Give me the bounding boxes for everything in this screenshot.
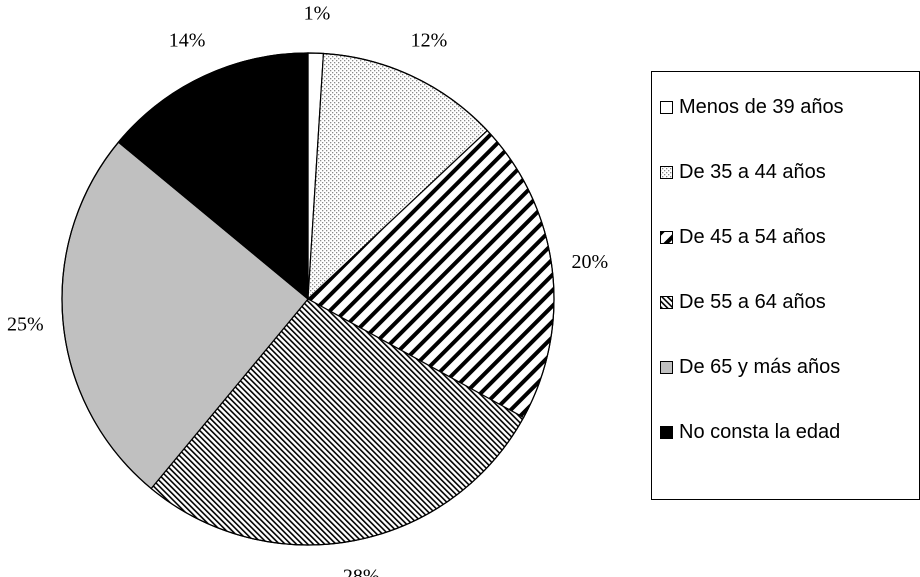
legend-swatch-de-65-y-mas-anos	[660, 360, 673, 374]
pie-outline	[61, 52, 555, 546]
legend-item-de-65-y-mas-anos: De 65 y más años	[660, 355, 840, 379]
legend-item-de-35-a-44-anos: De 35 a 44 años	[660, 160, 826, 184]
legend-swatch-de-45-a-54-anos	[660, 230, 673, 244]
legend-item-menos-de-39-anos: Menos de 39 años	[660, 95, 844, 119]
pie-value-label-de-45-a-54-anos: 20%	[571, 251, 608, 273]
legend-item-de-45-a-54-anos: De 45 a 54 años	[660, 225, 826, 249]
pie-value-labels: 1% 12% 20% 28% 25% 14%	[7, 3, 608, 577]
legend-swatch-de-35-a-44-anos	[660, 165, 673, 179]
legend-item-de-55-a-64-anos: De 55 a 64 años	[660, 290, 826, 314]
pie-value-label-menos-de-39-anos: 1%	[304, 3, 331, 25]
legend-label: No consta la edad	[679, 420, 841, 443]
legend: Menos de 39 años De 35 a 44 años De 45 a 5…	[651, 71, 920, 500]
legend-label: Menos de 39 años	[679, 95, 844, 118]
pie-value-label-de-55-a-64-anos: 28%	[343, 566, 380, 577]
legend-label: De 55 a 64 años	[679, 290, 826, 313]
legend-swatch-menos-de-39-anos	[660, 100, 673, 114]
legend-swatch-de-55-a-64-anos	[660, 295, 673, 309]
pie-value-label-de-65-y-mas-anos: 25%	[7, 313, 44, 335]
legend-label: De 45 a 54 años	[679, 225, 826, 248]
legend-label: De 35 a 44 años	[679, 160, 826, 183]
pie-value-label-no-consta-la-edad: 14%	[169, 30, 206, 52]
pie-slices	[61, 52, 555, 546]
legend-label: De 65 y más años	[679, 355, 841, 378]
legend-swatch-no-consta-la-edad	[660, 425, 673, 439]
legend-item-no-consta-la-edad: No consta la edad	[660, 420, 840, 444]
pie-value-label-de-35-a-44-anos: 12%	[411, 30, 448, 52]
